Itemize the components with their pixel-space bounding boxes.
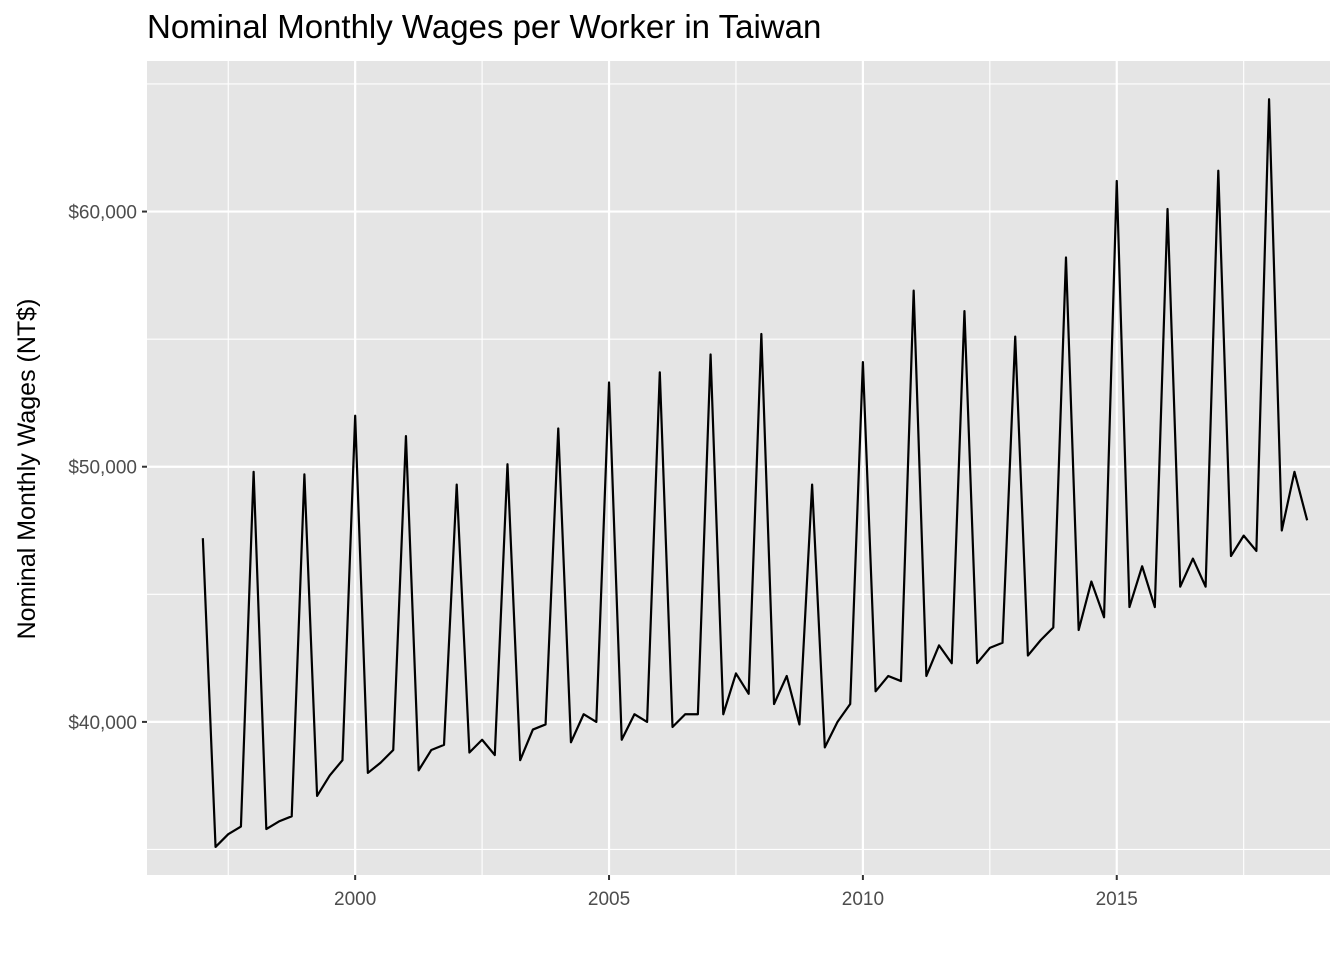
chart-title: Nominal Monthly Wages per Worker in Taiw… bbox=[147, 8, 822, 45]
x-tick-label: 2010 bbox=[842, 889, 884, 910]
y-tick-label: $50,000 bbox=[68, 458, 137, 479]
y-tick-label: $60,000 bbox=[68, 203, 137, 224]
minor-gridlines-y bbox=[147, 83, 1330, 851]
x-tick-label: 2005 bbox=[588, 889, 630, 910]
plot-panel bbox=[147, 61, 1330, 875]
x-axis: 2000 2005 2010 2015 bbox=[334, 875, 1138, 910]
y-axis: $40,000 $50,000 $60,000 bbox=[68, 203, 147, 734]
y-tick-label: $40,000 bbox=[68, 713, 137, 734]
y-axis-title: Nominal Monthly Wages (NT$) bbox=[13, 299, 41, 640]
x-tick-label: 2015 bbox=[1096, 889, 1138, 910]
x-tick-label: 2000 bbox=[334, 889, 376, 910]
wage-series-line bbox=[201, 98, 1309, 849]
